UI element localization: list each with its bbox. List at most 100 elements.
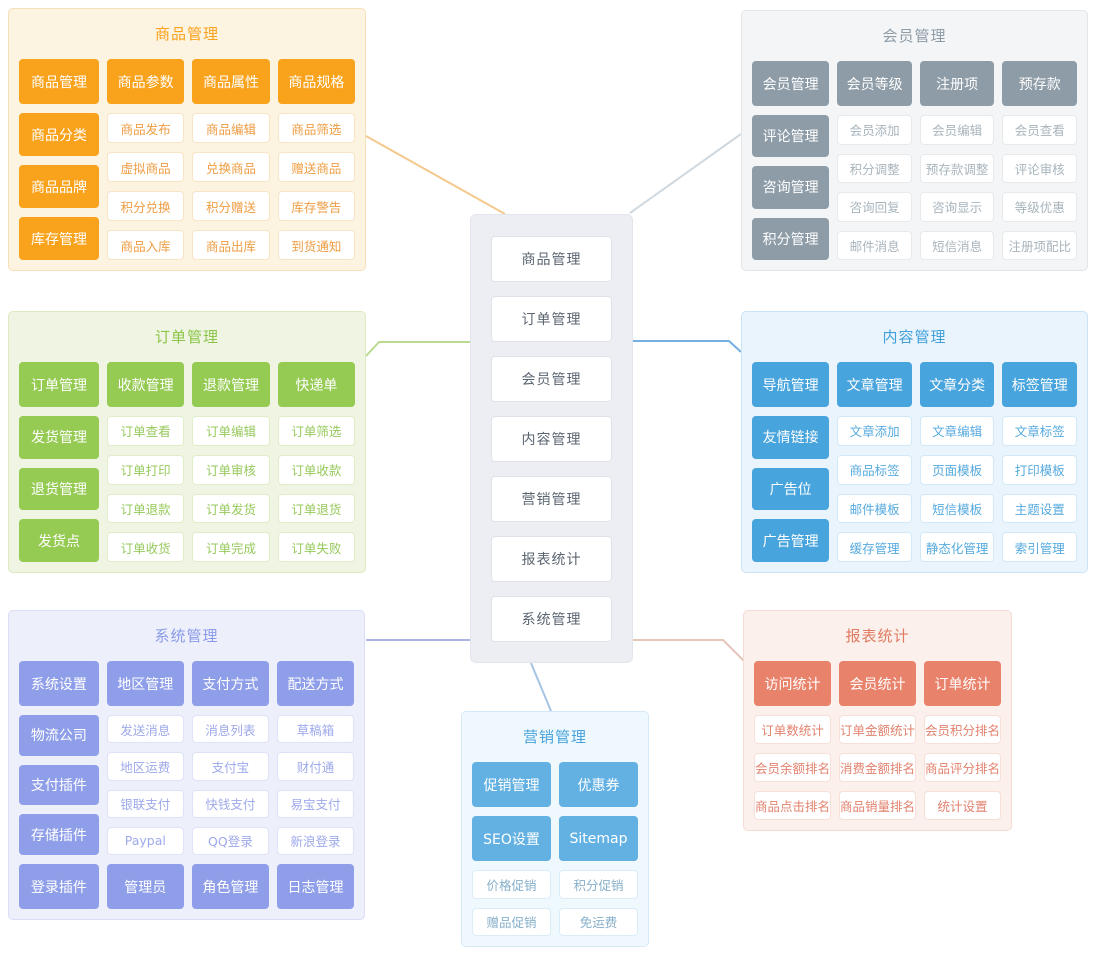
center-menu-item-content[interactable]: 内容管理 — [491, 415, 612, 462]
menu-item[interactable]: 支付插件 — [19, 764, 99, 806]
menu-item[interactable]: 赠品促销 — [472, 907, 551, 936]
menu-item[interactable]: 系统设置 — [19, 661, 99, 706]
menu-item[interactable]: 支付宝 — [191, 752, 269, 781]
menu-item[interactable]: 退款管理 — [192, 362, 270, 407]
menu-item[interactable]: 会员管理 — [752, 61, 830, 106]
menu-item[interactable]: 订单管理 — [19, 362, 99, 407]
menu-item[interactable]: 文章编辑 — [919, 416, 995, 446]
menu-item[interactable]: 友情链接 — [752, 416, 830, 459]
menu-item[interactable]: 收款管理 — [107, 362, 185, 407]
menu-item[interactable]: 预存款 — [1002, 61, 1077, 106]
menu-item[interactable]: 注册项 — [919, 61, 995, 106]
menu-item[interactable]: 订单查看 — [107, 416, 185, 446]
menu-item[interactable]: 赠送商品 — [277, 152, 355, 182]
menu-item[interactable]: 积分兑换 — [107, 191, 185, 221]
menu-item[interactable]: 商品出库 — [192, 230, 270, 260]
menu-item[interactable]: 订单筛选 — [277, 416, 355, 446]
menu-item[interactable]: 会员积分排名 — [924, 715, 1001, 744]
menu-item[interactable]: 咨询管理 — [752, 166, 830, 209]
menu-item[interactable]: 发货点 — [19, 519, 99, 563]
menu-item[interactable]: 积分管理 — [752, 217, 830, 260]
menu-item[interactable]: 免运费 — [559, 907, 638, 936]
menu-item[interactable]: 标签管理 — [1002, 362, 1077, 407]
menu-item[interactable]: 优惠券 — [559, 762, 638, 807]
menu-item[interactable]: 地区管理 — [106, 661, 184, 706]
menu-item[interactable]: 广告管理 — [752, 519, 830, 563]
menu-item[interactable]: 虚拟商品 — [107, 152, 185, 182]
menu-item[interactable]: 订单收款 — [277, 454, 355, 485]
menu-item[interactable]: 评论管理 — [752, 115, 830, 158]
menu-item[interactable]: 静态化管理 — [919, 532, 995, 562]
menu-item[interactable]: 访问统计 — [754, 661, 831, 706]
menu-item[interactable]: 快递单 — [277, 362, 355, 407]
menu-item[interactable]: 发货管理 — [19, 416, 99, 459]
menu-item[interactable]: 短信消息 — [919, 230, 995, 260]
menu-item[interactable]: 商品编辑 — [192, 113, 270, 143]
menu-item[interactable]: 商品筛选 — [277, 113, 355, 143]
menu-item[interactable]: 价格促销 — [472, 870, 551, 899]
menu-item[interactable]: 商品分类 — [19, 113, 99, 156]
menu-item[interactable]: 商品参数 — [107, 59, 185, 104]
menu-item[interactable]: 兑换商品 — [192, 152, 270, 182]
menu-item[interactable]: 商品品牌 — [19, 165, 99, 208]
menu-item[interactable]: Sitemap — [559, 816, 638, 861]
menu-item[interactable]: 配送方式 — [276, 661, 354, 706]
center-menu-item-order[interactable]: 订单管理 — [491, 295, 612, 342]
menu-item[interactable]: 商品点击排名 — [754, 791, 831, 820]
menu-item[interactable]: 短信模板 — [919, 493, 995, 524]
center-menu-item-system[interactable]: 系统管理 — [491, 595, 612, 642]
menu-item[interactable]: 日志管理 — [276, 864, 354, 909]
menu-item[interactable]: 订单审核 — [192, 454, 270, 485]
menu-item[interactable]: 广告位 — [752, 467, 830, 511]
menu-item[interactable]: 订单失败 — [277, 532, 355, 562]
menu-item[interactable]: 邮件消息 — [837, 230, 912, 260]
menu-item[interactable]: 导航管理 — [752, 362, 830, 407]
menu-item[interactable]: 库存警告 — [277, 191, 355, 221]
menu-item[interactable]: 快钱支付 — [191, 789, 269, 818]
menu-item[interactable]: 订单退货 — [277, 493, 355, 524]
menu-item[interactable]: 等级优惠 — [1002, 192, 1077, 222]
menu-item[interactable]: 页面模板 — [919, 454, 995, 485]
menu-item[interactable]: 银联支付 — [106, 789, 184, 818]
menu-item[interactable]: 咨询显示 — [919, 192, 995, 222]
menu-item[interactable]: 支付方式 — [191, 661, 269, 706]
menu-item[interactable]: 订单收货 — [107, 532, 185, 562]
menu-item[interactable]: 积分促销 — [559, 870, 638, 899]
menu-item[interactable]: SEO设置 — [472, 816, 551, 861]
menu-item[interactable]: Paypal — [106, 826, 184, 855]
menu-item[interactable]: 索引管理 — [1002, 532, 1077, 562]
menu-item[interactable]: 角色管理 — [191, 864, 269, 909]
center-menu-item-report[interactable]: 报表统计 — [491, 535, 612, 582]
menu-item[interactable]: 到货通知 — [277, 230, 355, 260]
menu-item[interactable]: 商品销量排名 — [839, 791, 916, 820]
menu-item[interactable]: 订单完成 — [192, 532, 270, 562]
menu-item[interactable]: 预存款调整 — [919, 153, 995, 183]
menu-item[interactable]: 订单金额统计 — [839, 715, 916, 744]
menu-item[interactable]: 订单编辑 — [192, 416, 270, 446]
menu-item[interactable]: 物流公司 — [19, 715, 99, 756]
menu-item[interactable]: 订单打印 — [107, 454, 185, 485]
menu-item[interactable]: 文章管理 — [837, 362, 912, 407]
menu-item[interactable]: 文章标签 — [1002, 416, 1077, 446]
menu-item[interactable]: 统计设置 — [924, 791, 1001, 820]
menu-item[interactable]: 邮件模板 — [837, 493, 912, 524]
menu-item[interactable]: 订单统计 — [924, 661, 1001, 706]
menu-item[interactable]: 发送消息 — [106, 715, 184, 744]
menu-item[interactable]: 商品标签 — [837, 454, 912, 485]
menu-item[interactable]: 会员添加 — [837, 115, 912, 145]
menu-item[interactable]: 订单退款 — [107, 493, 185, 524]
menu-item[interactable]: 商品属性 — [192, 59, 270, 104]
menu-item[interactable]: 商品评分排名 — [924, 753, 1001, 782]
menu-item[interactable]: 会员等级 — [837, 61, 912, 106]
menu-item[interactable]: 商品发布 — [107, 113, 185, 143]
menu-item[interactable]: 订单数统计 — [754, 715, 831, 744]
menu-item[interactable]: 易宝支付 — [276, 789, 354, 818]
menu-item[interactable]: 文章分类 — [919, 362, 995, 407]
menu-item[interactable]: 主题设置 — [1002, 493, 1077, 524]
menu-item[interactable]: QQ登录 — [191, 826, 269, 855]
menu-item[interactable]: 退货管理 — [19, 467, 99, 511]
menu-item[interactable]: 库存管理 — [19, 217, 99, 260]
menu-item[interactable]: 地区运费 — [106, 752, 184, 781]
menu-item[interactable]: 积分调整 — [837, 153, 912, 183]
menu-item[interactable]: 新浪登录 — [276, 826, 354, 855]
